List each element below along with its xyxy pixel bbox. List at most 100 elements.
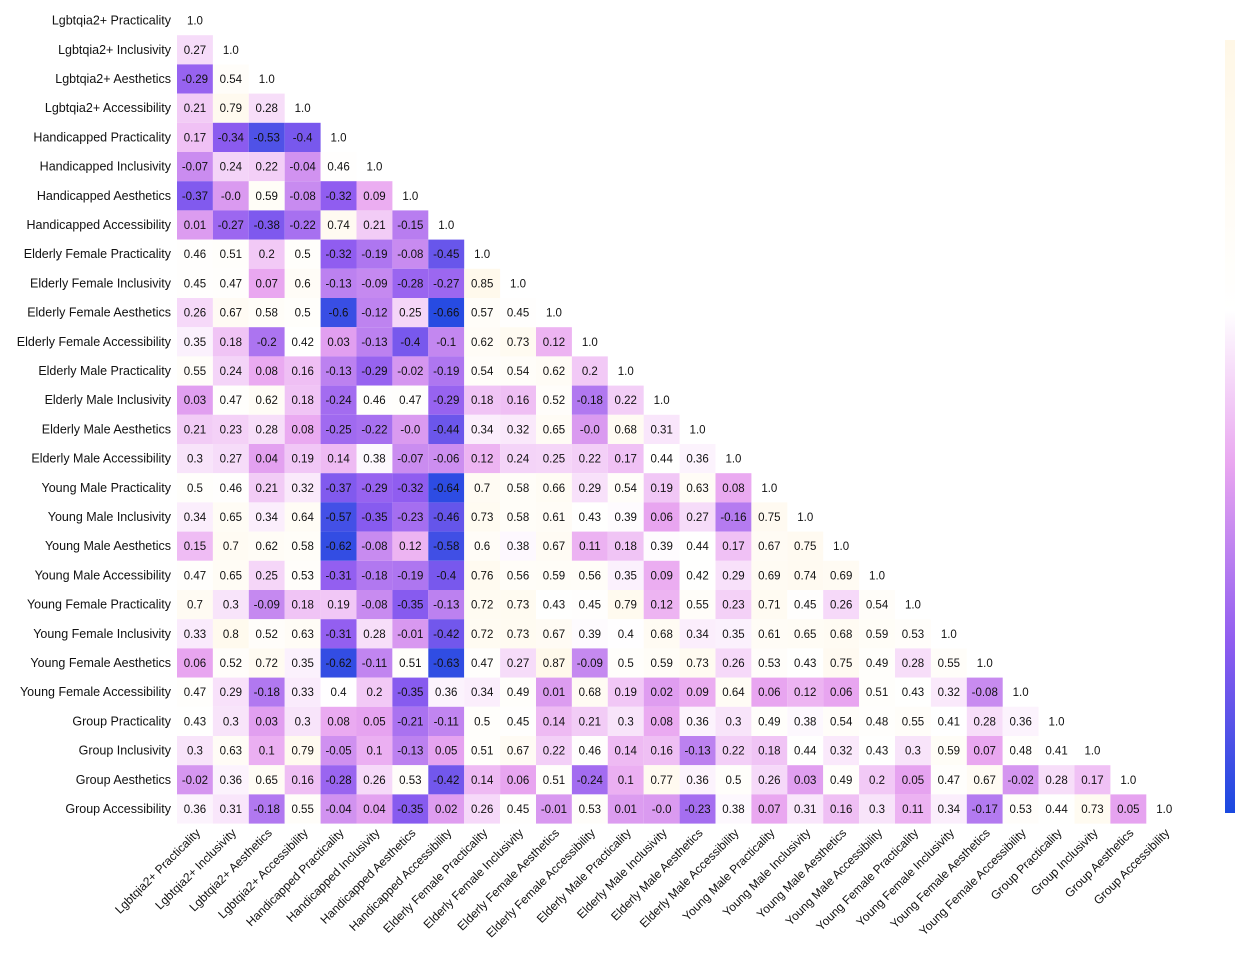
cell-value-label: 0.65 — [220, 570, 242, 582]
cell-value-label: 0.15 — [184, 541, 206, 553]
cell-value-label: 0.11 — [579, 541, 601, 553]
cell-value-label: 0.5 — [618, 658, 634, 670]
cell-value-label: 0.29 — [579, 483, 601, 495]
heatmap-cell — [571, 560, 608, 590]
heatmap-cell — [1038, 736, 1075, 766]
cell-value-label: 0.27 — [686, 512, 708, 524]
cell-value-label: 0.2 — [869, 775, 885, 787]
heatmap-cell — [536, 356, 572, 386]
cell-value-label: 0.62 — [471, 337, 493, 349]
cell-value-label: 1.0 — [1156, 804, 1172, 816]
heatmap-cell — [787, 619, 824, 649]
heatmap-cell — [607, 560, 644, 590]
heatmap-cell — [248, 531, 285, 561]
heatmap-cell — [643, 560, 680, 590]
cell-value-label: 0.26 — [184, 308, 206, 320]
heatmap-cell — [500, 619, 536, 649]
heatmap-cell — [966, 736, 1003, 766]
heatmap-cell — [212, 414, 249, 444]
heatmap-cell — [536, 414, 572, 444]
cell-value-label: 0.87 — [543, 658, 565, 670]
cell-value-label: 0.5 — [725, 775, 741, 787]
cell-value-label: 0.07 — [256, 278, 278, 290]
heatmap-cell — [284, 152, 321, 182]
cell-value-label: 0.73 — [471, 512, 493, 524]
heatmap-cell — [320, 239, 357, 269]
cell-value-label: 0.36 — [686, 716, 708, 728]
cell-value-label: 0.28 — [1045, 775, 1067, 787]
cell-value-label: 0.44 — [794, 746, 817, 758]
heatmap-cell — [607, 648, 644, 678]
cell-value-label: 0.4 — [618, 629, 635, 641]
cell-value-label: 0.54 — [830, 716, 853, 728]
cell-value-label: 0.48 — [1009, 746, 1031, 758]
y-tick-label: Lgbtqia2+ Practicality — [52, 14, 172, 28]
cell-value-label: 0.63 — [686, 483, 708, 495]
heatmap-cell — [284, 560, 321, 590]
cell-value-label: 0.52 — [220, 658, 242, 670]
cell-value-label: 1.0 — [402, 191, 418, 203]
heatmap-cell — [536, 648, 572, 678]
y-tick-label: Elderly Male Practicality — [38, 364, 171, 378]
cell-value-label: 0.32 — [938, 687, 960, 699]
cell-value-label: -0.0 — [580, 424, 600, 436]
heatmap-cell — [607, 736, 644, 766]
heatmap-cell — [212, 706, 249, 736]
cell-value-label: 0.17 — [184, 132, 206, 144]
cell-value-label: 0.58 — [256, 308, 278, 320]
cell-value-label: 0.29 — [722, 570, 744, 582]
y-tick-label: Elderly Male Aesthetics — [42, 422, 171, 436]
heatmap-cell — [320, 677, 357, 707]
heatmap-cell — [966, 765, 1003, 795]
cell-value-label: 0.65 — [256, 775, 278, 787]
heatmap-cell — [428, 385, 465, 415]
cell-value-label: -0.35 — [361, 512, 387, 524]
heatmap-cell — [392, 560, 429, 590]
cell-value-label: 0.47 — [184, 687, 206, 699]
cell-value-label: -0.13 — [433, 600, 459, 612]
cell-value-label: 0.63 — [291, 629, 313, 641]
cell-value-label: 0.3 — [187, 454, 203, 466]
cell-value-label: 0.5 — [187, 483, 203, 495]
heatmap-cell — [751, 736, 788, 766]
heatmap-cell — [751, 794, 788, 824]
heatmap-cell — [751, 677, 788, 707]
cell-value-label: 0.23 — [220, 424, 242, 436]
cell-value-label: -0.64 — [433, 483, 460, 495]
cell-value-label: 0.73 — [1081, 804, 1103, 816]
heatmap-cell — [248, 210, 285, 240]
heatmap-cell — [177, 298, 213, 328]
cell-value-label: 0.55 — [184, 366, 206, 378]
heatmap-cell — [428, 560, 465, 590]
cell-value-label: 1.0 — [474, 249, 490, 261]
heatmap-cell — [679, 502, 716, 532]
heatmap-cell — [464, 473, 501, 503]
cell-value-label: 1.0 — [331, 132, 347, 144]
cell-value-label: 0.5 — [295, 249, 311, 261]
heatmap-cell — [212, 531, 249, 561]
heatmap-cell — [212, 794, 249, 824]
cell-value-label: -0.19 — [361, 249, 387, 261]
heatmap-cell — [212, 590, 249, 620]
heatmap-cell — [571, 531, 608, 561]
cell-value-label: 1.0 — [690, 424, 706, 436]
heatmap-cell — [571, 736, 608, 766]
heatmap-cell — [212, 385, 249, 415]
heatmap-cell — [607, 765, 644, 795]
heatmap-cell — [607, 414, 644, 444]
cell-value-label: 0.28 — [363, 629, 385, 641]
cell-value-label: 0.06 — [758, 687, 780, 699]
cell-value-label: -0.31 — [325, 570, 351, 582]
heatmap-cell — [536, 765, 572, 795]
y-tick-label: Young Male Practicality — [42, 481, 172, 495]
cell-value-label: 0.14 — [543, 716, 566, 728]
heatmap-cell — [284, 619, 321, 649]
heatmap-cell — [284, 794, 321, 824]
heatmap-cell — [320, 502, 357, 532]
heatmap-cell — [715, 765, 752, 795]
heatmap-cell — [428, 677, 465, 707]
heatmap-cell — [212, 356, 249, 386]
heatmap-cell — [248, 736, 285, 766]
cell-value-label: -0.34 — [218, 132, 245, 144]
